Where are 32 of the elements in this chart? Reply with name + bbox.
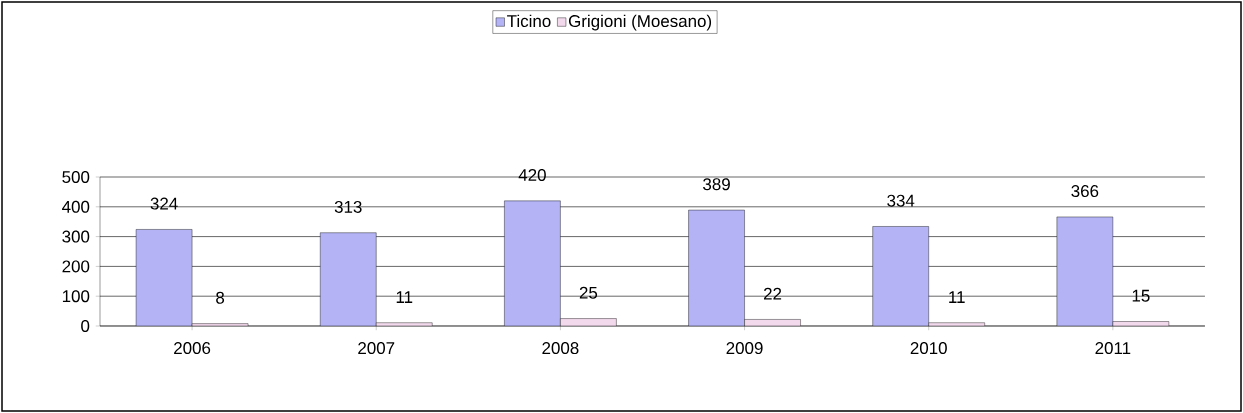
data-label: 366 — [1071, 185, 1099, 198]
bar — [320, 232, 377, 326]
y-tick-label: 200 — [62, 260, 90, 273]
x-tick-label: 2011 — [1095, 342, 1131, 355]
bar — [872, 226, 929, 326]
x-tick-label: 2007 — [358, 342, 395, 355]
data-label: 25 — [579, 286, 598, 299]
legend-label: Grigioni (Moesano) — [568, 14, 712, 31]
y-tick-label: 300 — [62, 230, 90, 243]
data-label: 334 — [887, 194, 915, 207]
data-label: 8 — [216, 291, 225, 304]
y-tick-label: 500 — [62, 171, 90, 184]
x-tick-label: 2009 — [726, 342, 763, 355]
x-tick-label: 2010 — [910, 342, 947, 355]
y-tick-label: 0 — [81, 320, 90, 332]
y-tick-label: 400 — [62, 200, 90, 213]
data-label: 11 — [949, 291, 965, 303]
bar — [504, 200, 561, 326]
legend-label: Ticino — [507, 14, 551, 28]
x-tick-label: 2006 — [174, 342, 211, 355]
data-label: 389 — [703, 178, 730, 191]
bar — [135, 229, 193, 326]
bar — [1056, 216, 1114, 326]
data-label: 324 — [150, 197, 178, 210]
bar — [688, 209, 745, 326]
data-label: 22 — [764, 287, 782, 300]
data-label: 15 — [1132, 289, 1150, 302]
y-tick-label: 100 — [62, 290, 90, 303]
x-tick-label: 2008 — [542, 342, 579, 355]
data-label: 11 — [396, 291, 413, 303]
data-label: 420 — [518, 169, 546, 182]
data-label: 313 — [334, 200, 362, 213]
